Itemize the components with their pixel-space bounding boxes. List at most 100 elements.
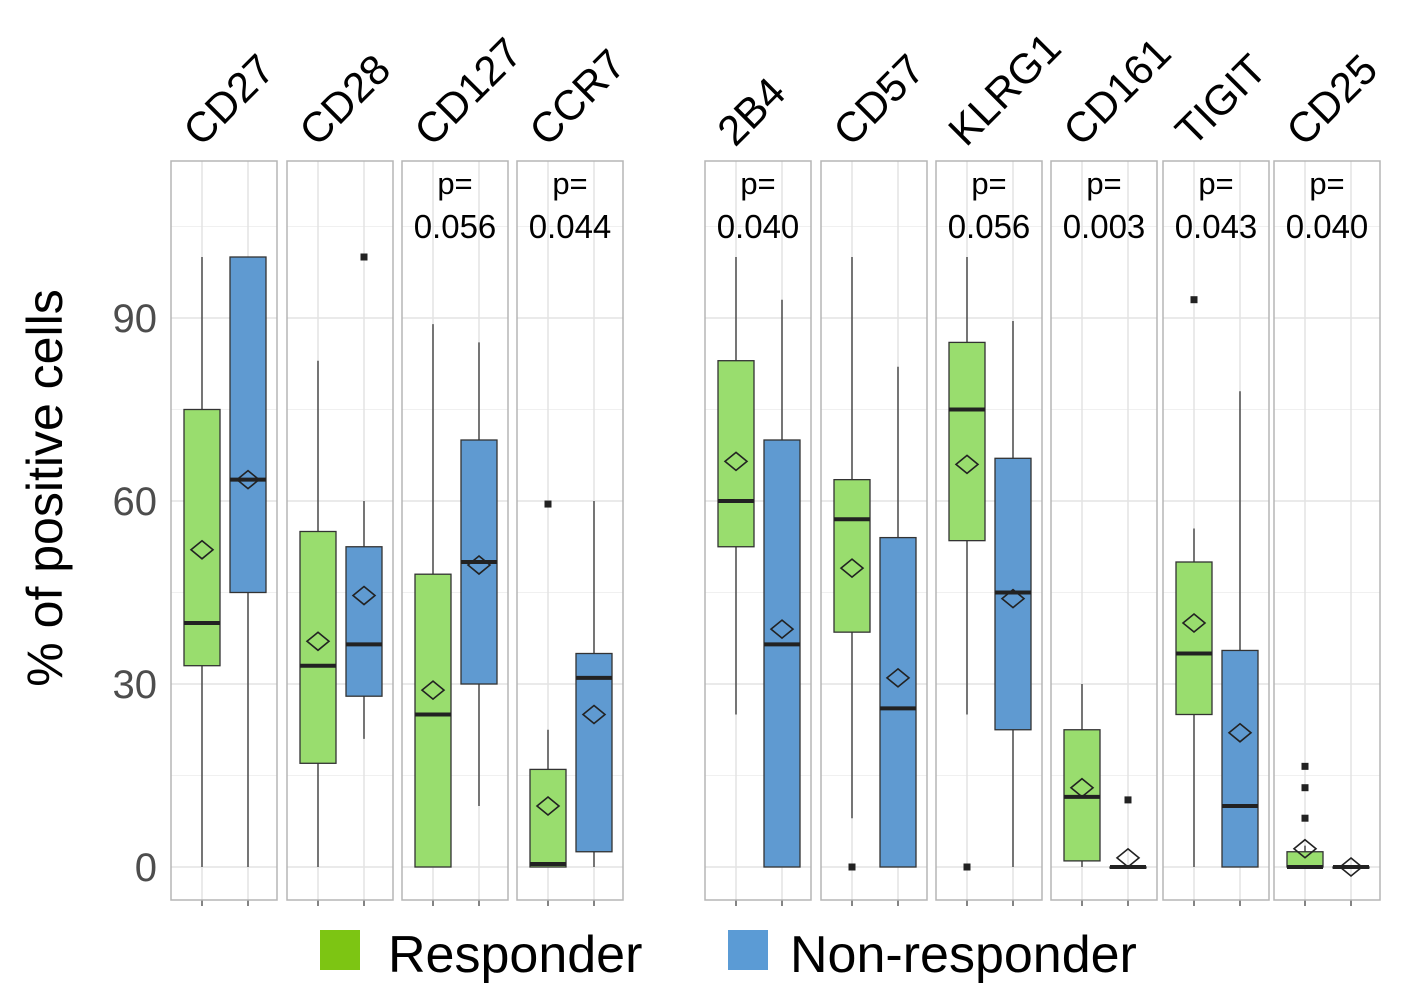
box-body xyxy=(229,256,267,594)
mean-marker xyxy=(1338,856,1364,878)
mean-marker xyxy=(351,585,377,606)
box-body xyxy=(833,478,871,633)
box-non-responder xyxy=(1221,391,1259,868)
panel-background xyxy=(287,161,393,900)
p-value-number: 0.056 xyxy=(948,208,1031,245)
p-value-label: p= xyxy=(1309,166,1344,201)
box-responder xyxy=(529,500,567,868)
panel-cd161: CD161 p= 0.003 xyxy=(1050,29,1180,906)
panel-border xyxy=(1050,160,1158,901)
box-non-responder xyxy=(575,501,613,867)
marker-label: CCR7 xyxy=(520,40,634,154)
mean-marker xyxy=(305,631,331,652)
box-responder xyxy=(1175,296,1213,867)
mean-marker xyxy=(1292,838,1318,859)
mean-marker xyxy=(839,558,865,579)
mean-marker xyxy=(189,539,215,560)
legend: Responder Non-responder xyxy=(320,926,1137,984)
y-tick-label: 90 xyxy=(113,297,158,341)
box-body xyxy=(1175,561,1213,716)
outlier-point xyxy=(1124,796,1132,804)
mean-marker xyxy=(1069,777,1095,798)
box-body xyxy=(1286,851,1324,868)
box-responder xyxy=(1286,762,1324,869)
p-value-label: p= xyxy=(437,166,472,201)
p-value-number: 0.056 xyxy=(414,208,497,245)
p-value-label: p= xyxy=(1198,166,1233,201)
panel-cd28: CD28 xyxy=(286,45,399,906)
mean-marker xyxy=(235,469,261,490)
outlier-point xyxy=(1301,814,1309,822)
panel-2b4: 2B4 p= 0.040 xyxy=(704,68,812,906)
marker-label: CD27 xyxy=(174,45,283,154)
panel-border xyxy=(401,160,509,901)
marker-label: CD25 xyxy=(1277,45,1386,154)
panel-border xyxy=(1273,160,1381,901)
box-body xyxy=(879,536,917,868)
panel-cd127: CD127 p= 0.056 xyxy=(401,29,531,906)
box-non-responder xyxy=(460,342,498,806)
box-responder xyxy=(1063,684,1101,867)
box-non-responder xyxy=(994,321,1032,867)
panel-background xyxy=(1274,161,1380,900)
box-body xyxy=(529,768,567,868)
marker-label: CD28 xyxy=(290,45,399,154)
p-value-label: p= xyxy=(740,166,775,201)
panel-border xyxy=(935,160,1043,901)
box-body xyxy=(299,530,337,764)
p-value-label: p= xyxy=(1086,166,1121,201)
p-value-number: 0.003 xyxy=(1063,208,1146,245)
box-non-responder xyxy=(763,299,801,868)
box-responder xyxy=(414,324,452,868)
box-non-responder xyxy=(345,253,383,739)
outlier-point xyxy=(1190,296,1198,304)
outlier-point xyxy=(1301,762,1309,770)
mean-marker xyxy=(885,667,911,688)
box-non-responder xyxy=(1109,796,1147,869)
outlier-point xyxy=(963,863,971,871)
mean-marker xyxy=(769,619,795,640)
marker-label: TIGIT xyxy=(1166,45,1275,154)
panel-cd25: CD25 p= 0.040 xyxy=(1273,45,1386,906)
p-value-label: p= xyxy=(971,166,1006,201)
outlier-point xyxy=(544,500,552,508)
y-tick-label: 60 xyxy=(113,480,158,524)
legend-swatch-responder xyxy=(320,930,360,970)
panel-cd57: CD57 xyxy=(820,45,933,906)
box-responder xyxy=(183,257,221,867)
legend-label-responder: Responder xyxy=(388,926,642,984)
panel-border xyxy=(704,160,812,901)
box-body xyxy=(183,408,221,667)
mean-marker xyxy=(1227,722,1253,743)
panel-border xyxy=(1162,160,1270,901)
legend-label-non-responder: Non-responder xyxy=(790,926,1137,984)
mean-marker xyxy=(1115,847,1141,868)
mean-marker xyxy=(1000,588,1026,609)
mean-marker xyxy=(723,451,749,472)
marker-label: CD57 xyxy=(824,45,933,154)
marker-label: CD161 xyxy=(1054,29,1180,155)
mean-marker xyxy=(535,795,561,817)
box-responder xyxy=(948,257,986,871)
panel-border xyxy=(516,160,624,901)
panel-border xyxy=(286,160,394,901)
p-value-label: p= xyxy=(552,166,587,201)
box-body xyxy=(575,652,613,853)
y-axis-title: % of positive cells xyxy=(17,289,73,686)
mean-marker xyxy=(420,680,446,701)
box-body xyxy=(345,546,383,697)
box-responder xyxy=(833,257,871,871)
panel-cd27: CD27 xyxy=(170,45,283,906)
box-body xyxy=(948,341,986,542)
outlier-point xyxy=(360,253,368,261)
mean-marker xyxy=(466,555,492,576)
box-responder xyxy=(299,360,337,867)
p-value-number: 0.044 xyxy=(529,208,612,245)
marker-label: KLRG1 xyxy=(939,24,1070,155)
panel-ccr7: CCR7 p= 0.044 xyxy=(516,40,634,906)
mean-marker xyxy=(1181,612,1207,634)
panel-border xyxy=(820,160,928,901)
box-body xyxy=(763,439,801,868)
outlier-point xyxy=(848,863,856,871)
y-tick-label: 30 xyxy=(113,663,158,707)
